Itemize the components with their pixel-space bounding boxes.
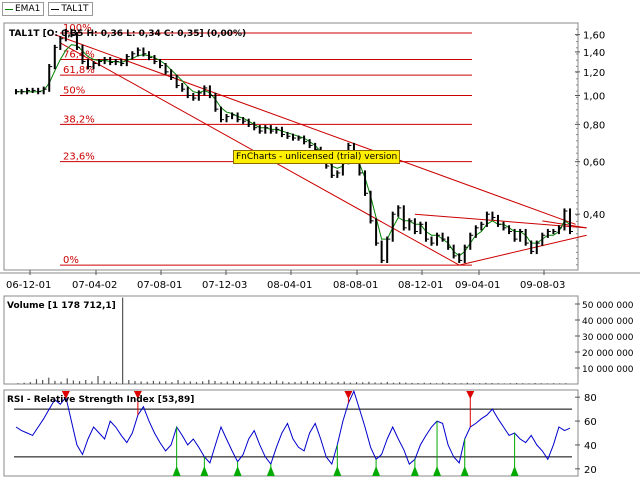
volume-y-tick-label: 10 000 000: [582, 365, 634, 375]
volume-y-axis: 50 000 000 40 000 000 30 000 000 20 000 000…: [575, 301, 634, 375]
x-tick-label: 08-04-01: [267, 280, 312, 291]
sell-signal-marker: [61, 391, 70, 399]
sell-signal-marker: [133, 391, 142, 399]
fib-level-label: 50%: [63, 85, 85, 96]
rsi-reference-lines: [14, 408, 572, 458]
fib-level-label: 61,8%: [63, 65, 95, 76]
price-panel: 100%76,4%61,8%50%38,2%23,6%0% 1,601,401,…: [3, 22, 605, 271]
volume-panel-title: Volume [1 178 712,1]: [7, 301, 116, 311]
legend-swatch-tal1t: [51, 8, 60, 10]
buy-signal-marker: [233, 466, 242, 476]
rsi-series-line: [15, 389, 571, 466]
rsi-signal-markers: [61, 391, 519, 476]
legend-label-tal1t: TAL1T: [61, 4, 89, 14]
rsi-panel-title: RSI - Relative Strength Index [53,89]: [7, 395, 194, 405]
x-axis-tick-labels: 06-12-01 07-04-02 07-08-01 07-12-03 08-04-01…: [6, 270, 565, 291]
x-tick-label: 07-04-02: [72, 280, 117, 291]
fib-level-label: 23,6%: [63, 152, 95, 163]
x-tick-label: 09-08-03: [520, 280, 565, 291]
volume-y-tick-label: 40 000 000: [582, 317, 634, 327]
volume-bars: [17, 297, 567, 384]
x-tick-label: 06-12-01: [6, 280, 51, 291]
trial-watermark: FnCharts - unlicensed (trial) version: [233, 150, 401, 164]
price-y-tick-label: 1,40: [583, 48, 605, 59]
x-tick-label: 07-12-03: [202, 280, 247, 291]
rsi-y-tick-label: 20: [584, 465, 597, 476]
x-tick-label: 07-08-01: [137, 280, 182, 291]
price-panel-title: TAL1T [O: 0,35 H: 0,36 L: 0,34 C: 0,35] …: [9, 29, 246, 39]
fib-level-label: 100%: [63, 23, 92, 34]
rsi-plot-frame: [3, 389, 579, 477]
trendline: [54, 34, 576, 225]
buy-signal-marker: [333, 466, 342, 476]
fib-level-label: 38,2%: [63, 114, 95, 125]
buy-signal-marker: [510, 466, 519, 476]
buy-signal-marker: [200, 466, 209, 476]
sell-signal-marker: [466, 391, 475, 399]
date-axis: 06-12-01 07-04-02 07-08-01 07-12-03 08-04-01…: [0, 270, 640, 291]
legend-item-ema1[interactable]: EMA1: [2, 2, 45, 16]
volume-y-tick-label: 30 000 000: [582, 333, 634, 343]
legend-swatch-ema1: [5, 8, 13, 10]
x-tick-label: 08-12-01: [398, 280, 443, 291]
buy-signal-marker: [433, 466, 442, 476]
price-y-tick-label: 0,40: [583, 210, 605, 221]
x-tick-label: 09-04-01: [455, 280, 500, 291]
x-tick-label: 08-08-01: [333, 280, 378, 291]
rsi-y-tick-label: 60: [584, 417, 597, 428]
rsi-panel: 80 60 40 20 RSI - Relative Strength Index […: [3, 389, 597, 477]
volume-y-tick-label: 20 000 000: [582, 349, 634, 359]
price-y-tick-label: 1,20: [583, 68, 605, 79]
price-y-tick-label: 0,60: [583, 158, 605, 169]
rsi-y-tick-label: 40: [584, 441, 597, 452]
price-y-tick-label: 0,80: [583, 120, 605, 131]
rsi-y-axis: 80 60 40 20: [575, 393, 597, 476]
legend-label-ema1: EMA1: [15, 4, 41, 14]
volume-y-tick-label: 50 000 000: [582, 301, 634, 311]
trendline: [459, 234, 587, 266]
buy-signal-marker: [460, 466, 469, 476]
price-y-tick-label: 1,00: [583, 91, 605, 102]
price-y-axis: 1,60 1,40 1,20 1,00 0,80 0,60 0,40: [575, 22, 605, 266]
legend: EMA1 TAL1T: [2, 2, 93, 16]
rsi-y-tick-label: 80: [584, 393, 597, 404]
fib-level-label: 0%: [63, 255, 79, 266]
fib-level-label: 76,4%: [63, 50, 95, 61]
buy-signal-marker: [410, 466, 419, 476]
buy-signal-marker: [266, 466, 275, 476]
sell-signal-marker: [344, 391, 353, 399]
buy-signal-marker: [372, 466, 381, 476]
price-y-tick-label: 1,60: [583, 31, 605, 42]
volume-panel: 50 000 000 40 000 000 30 000 000 20 000 000…: [3, 295, 634, 385]
volume-plot-frame: [3, 295, 579, 385]
legend-item-tal1t[interactable]: TAL1T: [48, 2, 93, 16]
buy-signal-marker: [172, 466, 181, 476]
